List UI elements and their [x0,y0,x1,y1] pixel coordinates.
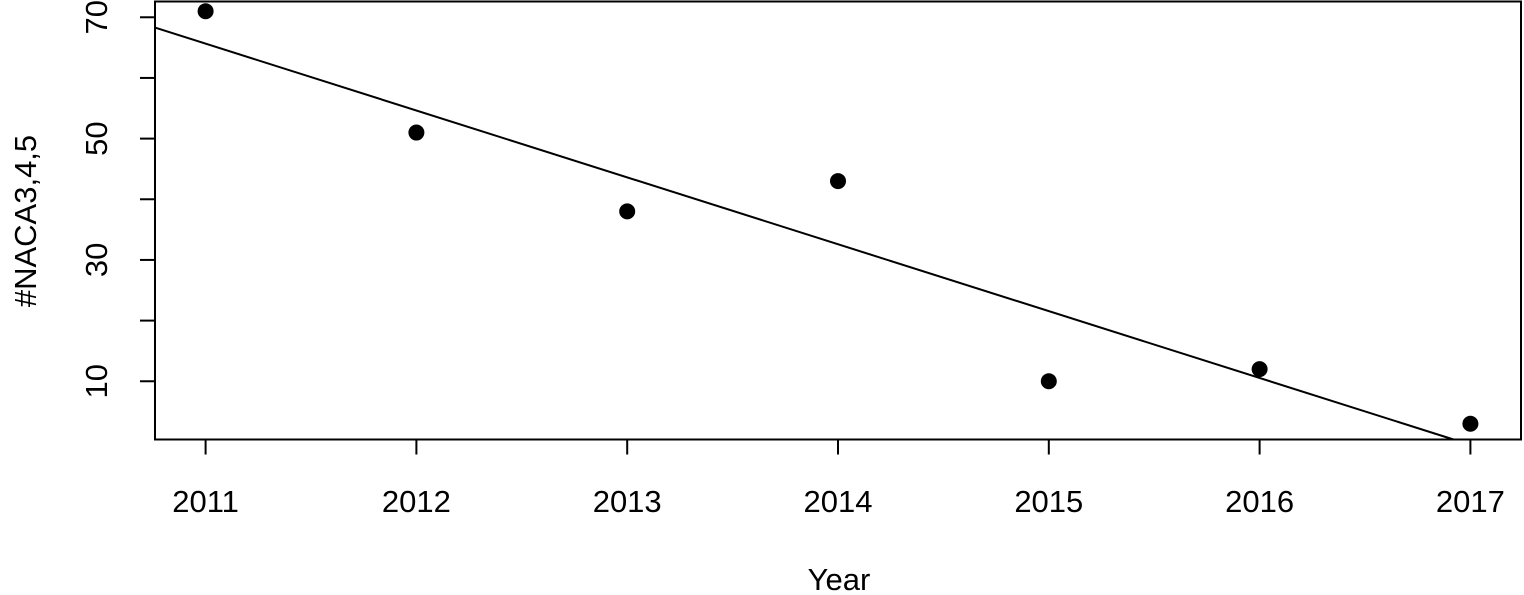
plot-frame [154,0,1522,441]
data-points [197,3,1479,432]
x-axis: 2011 2012 2013 2014 2015 2016 2017 [172,439,1505,519]
y-tick-label: 50 [79,121,114,155]
y-tick-label: 30 [79,243,114,277]
y-tick-label: 10 [79,364,114,398]
x-tick-label: 2017 [1436,484,1505,519]
x-tick-label: 2015 [1014,484,1083,519]
data-point [1251,361,1268,378]
data-point [1462,415,1479,432]
data-point [619,203,636,220]
y-tick-label: 70 [79,0,114,34]
data-point [830,173,846,190]
y-axis-title: #NACA3,4,5 [8,135,43,307]
trend-line [154,26,1454,441]
x-tick-label: 2011 [172,484,239,519]
x-axis-title: Year [808,562,871,595]
x-tick-label: 2013 [593,484,662,519]
y-axis: 10 30 50 70 [79,0,155,399]
x-tick-label: 2016 [1225,484,1294,519]
x-tick-label: 2014 [804,484,873,519]
data-point [408,124,425,141]
data-point [1040,373,1057,390]
data-point [197,3,214,20]
x-tick-label: 2012 [382,484,451,519]
